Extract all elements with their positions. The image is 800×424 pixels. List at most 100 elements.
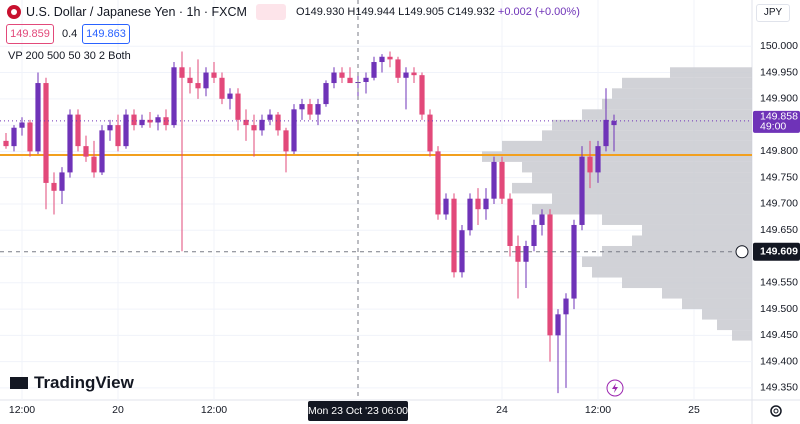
candle-body (91, 156, 97, 173)
candle-body (515, 245, 521, 262)
ohlc-legend: O149.930 H149.944 L149.905 C149.932 +0.0… (296, 6, 580, 18)
volume-profile-bar (552, 119, 752, 131)
volume-profile-bar (512, 182, 752, 194)
candle-body (203, 72, 209, 89)
candle-body (427, 114, 433, 152)
logo-text: TradingView (34, 373, 134, 392)
crosshair-time-label: Mon 23 Oct '23 06:00 (308, 405, 408, 417)
settings-icon[interactable] (769, 404, 783, 418)
candle-body (139, 119, 145, 126)
currency-button[interactable]: JPY (756, 4, 790, 22)
crosshair-price-box (753, 242, 800, 261)
countdown-label: 49:00 (760, 121, 786, 133)
flag-button[interactable] (256, 4, 286, 20)
volume-profile-bar (582, 109, 752, 120)
alert-icon[interactable] (606, 379, 624, 397)
logo: TradingView (10, 373, 134, 393)
volume-profile-bar (602, 214, 752, 225)
volume-profile-bar (602, 98, 752, 110)
volume-profile-bar (642, 224, 752, 236)
indicator-label: VP 200 500 50 30 2 Both (8, 50, 131, 62)
candle-body (131, 114, 137, 126)
candle-body (611, 120, 617, 126)
crosshair-time-box (308, 401, 408, 421)
candle-body (179, 67, 185, 78)
candle-body (435, 151, 441, 215)
candle-body (123, 114, 129, 147)
volume-profile-bar (662, 288, 752, 299)
candle-body (155, 117, 161, 123)
candle-body (315, 104, 321, 115)
candle-body (347, 77, 353, 84)
x-tick-label: 25 (688, 404, 700, 416)
y-tick-label: 149.950 (760, 66, 798, 78)
volume-profile-bar (732, 330, 752, 341)
symbol-title: U.S. Dollar / Japanese Yen · 1h · FXCM (26, 5, 247, 19)
candle-body (51, 182, 57, 191)
ohlc-low: L149.905 (398, 6, 445, 18)
buy-button[interactable]: 149.863 (82, 24, 130, 44)
candle-body (163, 117, 169, 126)
candle-body (211, 72, 217, 78)
candle-body (251, 125, 257, 131)
volume-profile-bar (602, 245, 752, 257)
y-tick-label: 149.550 (760, 277, 798, 289)
candle-body (299, 104, 305, 110)
x-tick-label: 12:00 (201, 404, 227, 416)
volume-profile-bar (542, 130, 752, 141)
volume-profile-bar (482, 151, 752, 162)
candle-body (19, 122, 25, 128)
ohlc-change: +0.002 (+0.00%) (497, 6, 580, 18)
candle-body (307, 104, 313, 115)
candle-body (259, 119, 265, 131)
ohlc-high: H149.944 (347, 6, 396, 18)
candle-body (531, 224, 537, 246)
volume-profile-bar (670, 67, 752, 78)
candle-body (507, 198, 513, 246)
ohlc-open: O149.930 (296, 6, 345, 18)
candle-body (27, 122, 33, 152)
candle-body (555, 314, 561, 336)
volume-profile-bar (552, 193, 752, 204)
candle-body (419, 75, 425, 115)
candle-body (107, 125, 113, 131)
candle-body (67, 114, 73, 173)
add-button[interactable] (735, 245, 749, 259)
candle-body (603, 119, 609, 147)
candle-body (451, 198, 457, 273)
candle-body (595, 146, 601, 173)
candle-body (219, 77, 225, 99)
candle-body (547, 214, 553, 336)
volume-profile-bar (582, 256, 752, 268)
candle-body (115, 125, 121, 147)
candle-body (99, 130, 105, 173)
volume-profile-bar (532, 203, 752, 215)
last-price-label: 149.858 (760, 111, 798, 123)
candle-body (339, 72, 345, 78)
candle-body (227, 93, 233, 99)
candle-body (379, 56, 385, 63)
candle-body (323, 83, 329, 105)
candle-body (475, 198, 481, 210)
candle-body (579, 156, 585, 225)
sell-button[interactable]: 149.859 (6, 24, 54, 44)
y-tick-label: 149.900 (760, 93, 798, 105)
y-tick-label: 149.650 (760, 224, 798, 236)
candle-body (491, 161, 497, 199)
spread: 0.4 (62, 28, 78, 40)
volume-profile-bar (702, 309, 752, 320)
volume-profile-bar (532, 172, 752, 183)
candle-body (171, 67, 177, 126)
candle-body (563, 298, 569, 315)
candle-body (83, 146, 89, 157)
candle-body (243, 119, 249, 126)
symbol-icon (7, 5, 21, 19)
last-price-box (753, 110, 800, 133)
candle-body (467, 198, 473, 231)
candle-body (387, 56, 393, 60)
candle-body (283, 130, 289, 152)
x-tick-label: 24 (496, 404, 508, 416)
y-tick-label: 149.450 (760, 329, 798, 341)
